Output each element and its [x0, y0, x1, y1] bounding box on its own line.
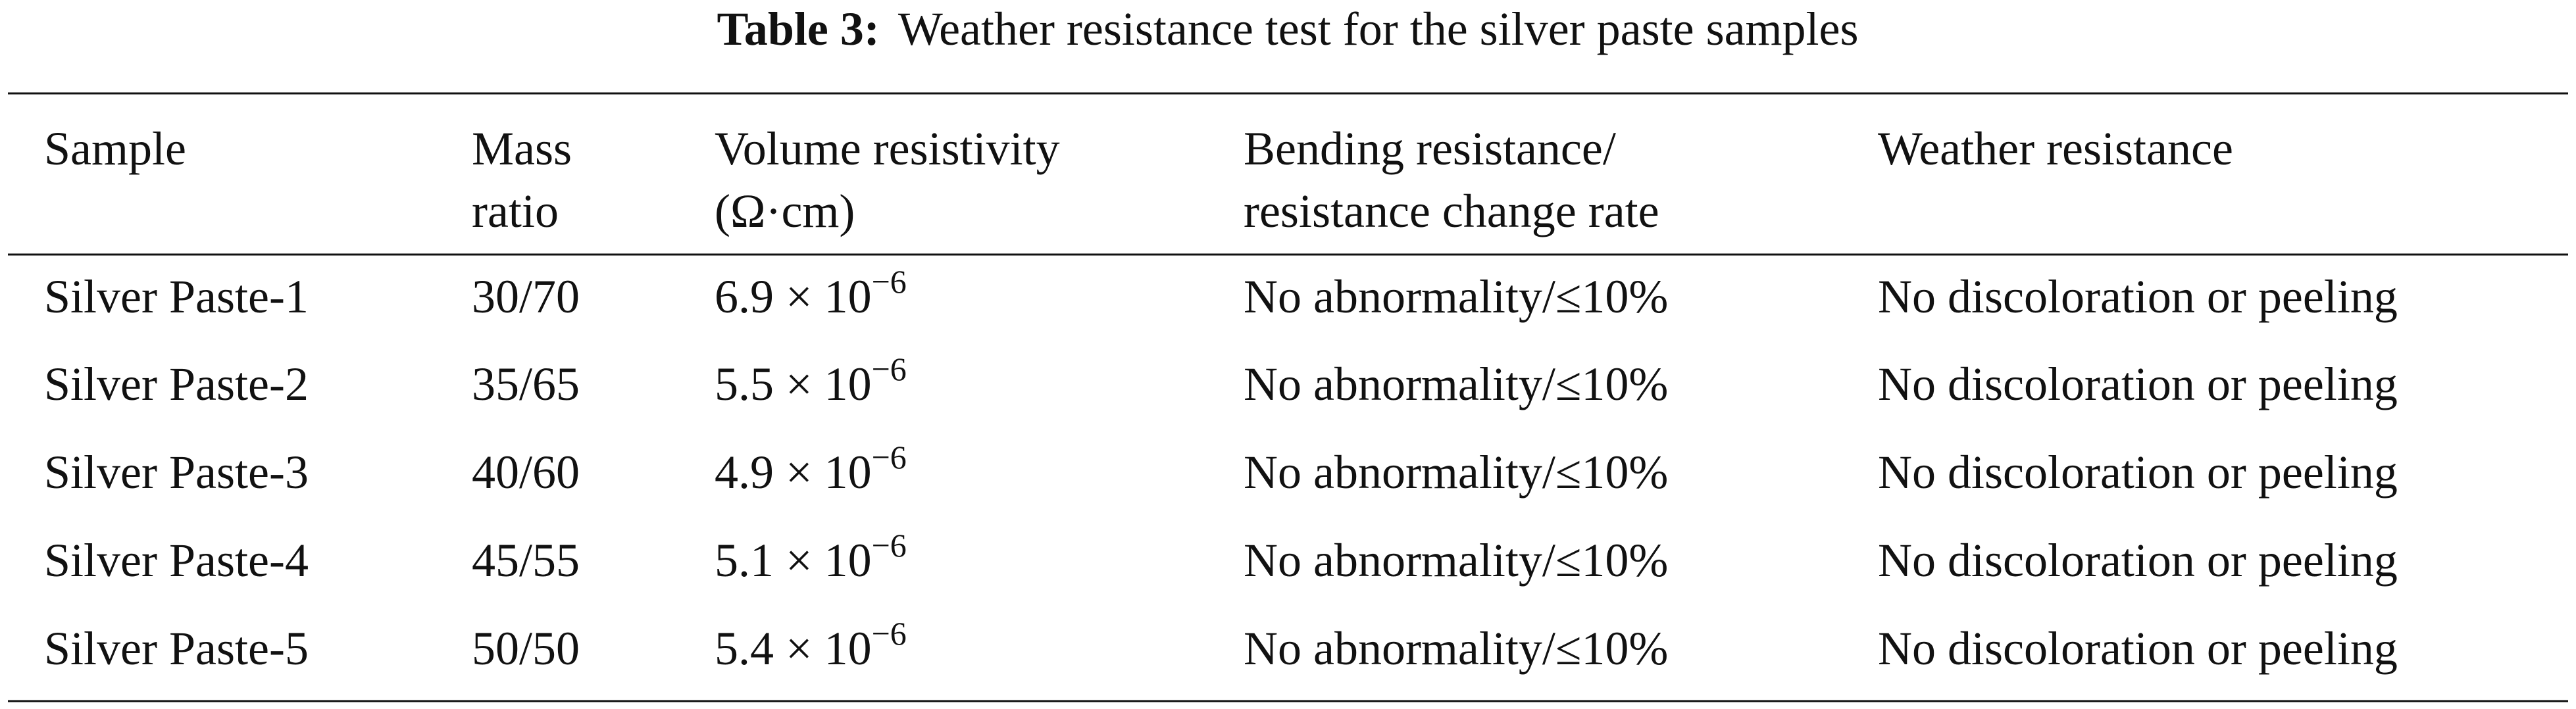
cell-mantissa: 5.4 × 10	[715, 622, 872, 675]
cell-exponent: −6	[872, 615, 907, 652]
cell-exponent: −6	[872, 263, 907, 300]
cell: Silver Paste-1	[44, 270, 309, 323]
caption-text: Weather resistance test for the silver p…	[898, 3, 1859, 55]
cell: 4.9 × 10−6	[715, 439, 907, 499]
cell: 5.5 × 10−6	[715, 351, 907, 410]
header-cell: Mass	[472, 122, 572, 175]
table-caption: Table 3: Weather resistance test for the …	[717, 3, 1858, 55]
cell-mantissa: 5.1 × 10	[715, 534, 872, 587]
caption-label: Table 3:	[717, 3, 879, 55]
cell: 45/55	[472, 534, 580, 587]
header-cell: Volume resistivity	[715, 122, 1060, 175]
cell: 35/65	[472, 358, 580, 410]
cell: Silver Paste-4	[44, 534, 309, 587]
cell: 40/60	[472, 446, 580, 499]
cell-mantissa: 4.9 × 10	[715, 446, 872, 499]
cell-exponent: −6	[872, 439, 907, 476]
header-cell: (Ω·cm)	[715, 185, 855, 237]
cell: Silver Paste-2	[44, 358, 309, 410]
header-cell: Bending resistance/	[1244, 122, 1616, 175]
cell: 50/50	[472, 622, 580, 675]
cell: No discoloration or peeling	[1878, 622, 2398, 675]
cell: 5.1 × 10−6	[715, 527, 907, 587]
header-cell: ratio	[472, 185, 559, 237]
cell-mantissa: 5.5 × 10	[715, 358, 872, 410]
cell-exponent: −6	[872, 527, 907, 564]
cell: No discoloration or peeling	[1878, 270, 2398, 323]
cell: 6.9 × 10−6	[715, 263, 907, 323]
cell: No discoloration or peeling	[1878, 534, 2398, 587]
cell: 5.4 × 10−6	[715, 615, 907, 675]
header-cell: Weather resistance	[1878, 122, 2233, 175]
cell: No abnormality/≤10%	[1244, 622, 1668, 675]
cell: No abnormality/≤10%	[1244, 534, 1668, 587]
cell: No abnormality/≤10%	[1244, 446, 1668, 499]
cell-mantissa: 6.9 × 10	[715, 270, 872, 323]
cell: No abnormality/≤10%	[1244, 358, 1668, 410]
cell: Silver Paste-3	[44, 446, 309, 499]
cell: Silver Paste-5	[44, 622, 309, 675]
cell: No discoloration or peeling	[1878, 358, 2398, 410]
header-cell: resistance change rate	[1244, 185, 1659, 237]
cell: No discoloration or peeling	[1878, 446, 2398, 499]
cell: 30/70	[472, 270, 580, 323]
cell-exponent: −6	[872, 351, 907, 387]
cell: No abnormality/≤10%	[1244, 270, 1668, 323]
header-cell: Sample	[44, 122, 186, 175]
